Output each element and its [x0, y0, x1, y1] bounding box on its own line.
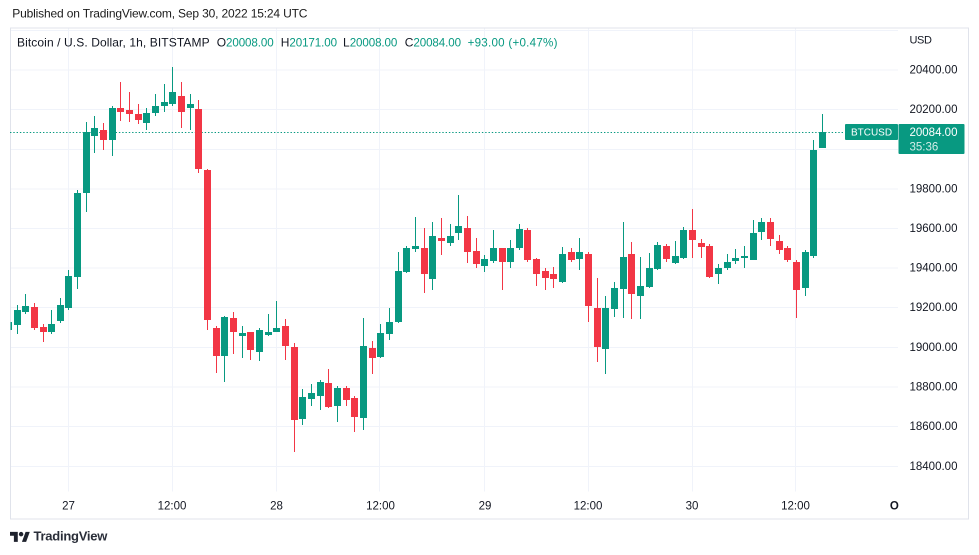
svg-text:12:00: 12:00: [158, 501, 187, 513]
svg-text:12:00: 12:00: [574, 501, 603, 513]
svg-text:20400.00: 20400.00: [910, 65, 958, 77]
svg-text:20084.00: 20084.00: [910, 127, 958, 139]
svg-text:30: 30: [686, 501, 699, 513]
svg-text:28: 28: [270, 501, 283, 513]
svg-text:BTCUSD: BTCUSD: [851, 128, 892, 139]
svg-text:19600.00: 19600.00: [910, 223, 958, 235]
svg-text:Bitcoin / U.S. Dollar, 1h, BIT: Bitcoin / U.S. Dollar, 1h, BITSTAMP: [17, 35, 210, 49]
svg-text:20200.00: 20200.00: [910, 104, 958, 116]
svg-text:C: C: [405, 35, 414, 49]
svg-text:20171.00: 20171.00: [289, 36, 337, 49]
svg-text:Published on TradingView.com,: Published on TradingView.com, Sep 30, 20…: [12, 6, 307, 20]
svg-text:18600.00: 18600.00: [910, 421, 958, 433]
svg-text:USD: USD: [910, 35, 932, 47]
svg-text:+93.00 (+0.47%): +93.00 (+0.47%): [468, 36, 558, 49]
svg-text:12:00: 12:00: [366, 501, 395, 513]
svg-text:20084.00: 20084.00: [413, 36, 461, 49]
svg-text:19200.00: 19200.00: [910, 302, 958, 314]
svg-text:O: O: [217, 35, 226, 49]
svg-text:20008.00: 20008.00: [226, 36, 274, 49]
svg-text:L: L: [343, 35, 350, 49]
svg-text:H: H: [281, 35, 290, 49]
svg-text:19000.00: 19000.00: [910, 342, 958, 354]
svg-text:O: O: [890, 501, 899, 513]
svg-text:12:00: 12:00: [781, 501, 810, 513]
svg-text:TradingView: TradingView: [34, 529, 109, 544]
svg-text:20008.00: 20008.00: [350, 36, 398, 49]
svg-text:27: 27: [62, 501, 75, 513]
svg-text:29: 29: [479, 501, 492, 513]
svg-text:19400.00: 19400.00: [910, 263, 958, 275]
svg-text:18400.00: 18400.00: [910, 461, 958, 473]
svg-text:18800.00: 18800.00: [910, 382, 958, 394]
svg-text:35:36: 35:36: [910, 141, 939, 153]
svg-text:19800.00: 19800.00: [910, 184, 958, 196]
